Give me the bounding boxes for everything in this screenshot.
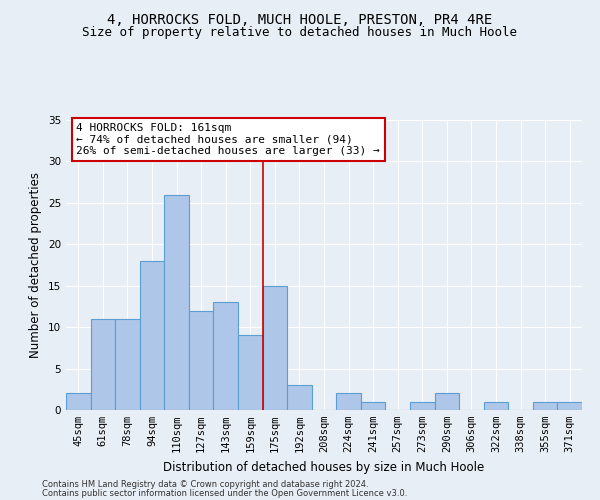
Bar	[214, 302, 238, 410]
Bar	[140, 261, 164, 410]
Text: Size of property relative to detached houses in Much Hoole: Size of property relative to detached ho…	[83, 26, 517, 39]
Text: Contains public sector information licensed under the Open Government Licence v3: Contains public sector information licen…	[42, 488, 407, 498]
Bar	[263, 286, 287, 410]
Bar	[287, 385, 312, 410]
Bar	[91, 319, 115, 410]
Bar	[410, 402, 434, 410]
Bar	[533, 402, 557, 410]
Bar	[238, 336, 263, 410]
Bar	[66, 394, 91, 410]
X-axis label: Distribution of detached houses by size in Much Hoole: Distribution of detached houses by size …	[163, 460, 485, 473]
Bar	[557, 402, 582, 410]
Bar	[434, 394, 459, 410]
Bar	[361, 402, 385, 410]
Text: Contains HM Land Registry data © Crown copyright and database right 2024.: Contains HM Land Registry data © Crown c…	[42, 480, 368, 489]
Bar	[484, 402, 508, 410]
Text: 4, HORROCKS FOLD, MUCH HOOLE, PRESTON, PR4 4RE: 4, HORROCKS FOLD, MUCH HOOLE, PRESTON, P…	[107, 12, 493, 26]
Bar	[189, 310, 214, 410]
Bar	[336, 394, 361, 410]
Text: 4 HORROCKS FOLD: 161sqm
← 74% of detached houses are smaller (94)
26% of semi-de: 4 HORROCKS FOLD: 161sqm ← 74% of detache…	[76, 123, 380, 156]
Bar	[164, 194, 189, 410]
Bar	[115, 319, 140, 410]
Y-axis label: Number of detached properties: Number of detached properties	[29, 172, 43, 358]
